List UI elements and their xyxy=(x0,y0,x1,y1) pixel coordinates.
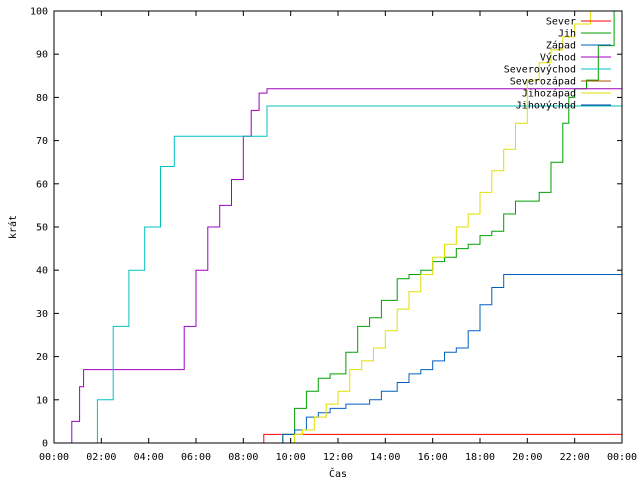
y-tick-label-10: 100 xyxy=(30,7,48,18)
y-tick-label-7: 70 xyxy=(36,136,48,147)
y-tick-label-6: 60 xyxy=(36,179,48,190)
x-tick-label-5: 10:00 xyxy=(276,452,306,463)
x-tick-label-12: 00:00 xyxy=(607,452,637,463)
legend-label-3: Východ xyxy=(540,52,576,64)
x-tick-label-9: 18:00 xyxy=(465,452,495,463)
x-tick-label-7: 14:00 xyxy=(370,452,400,463)
legend-label-0: Sever xyxy=(546,17,576,28)
x-tick-label-3: 06:00 xyxy=(181,452,211,463)
series-line-4 xyxy=(54,105,622,444)
legend-label-4: Severovýchod xyxy=(504,64,576,76)
y-tick-label-8: 80 xyxy=(36,93,48,104)
y-tick-label-9: 90 xyxy=(36,50,48,61)
x-tick-label-10: 20:00 xyxy=(512,452,542,463)
x-tick-label-4: 08:00 xyxy=(228,452,258,463)
x-tick-label-11: 22:00 xyxy=(560,452,590,463)
y-tick-label-1: 10 xyxy=(36,395,48,406)
legend: SeverJihZápadVýchodSeverovýchodSeverozáp… xyxy=(504,17,611,112)
y-tick-label-4: 40 xyxy=(36,266,48,277)
x-axis-label: Čas xyxy=(329,467,347,480)
series-line-3 xyxy=(54,88,622,444)
y-axis-label: krát xyxy=(7,215,19,239)
y-tick-label-3: 30 xyxy=(36,309,48,320)
legend-label-1: Jih xyxy=(558,29,576,40)
series-line-2 xyxy=(54,274,622,444)
legend-label-5: Severozápad xyxy=(510,76,576,88)
x-tick-label-2: 04:00 xyxy=(134,452,164,463)
y-tick-label-2: 20 xyxy=(36,352,48,363)
series-line-1 xyxy=(54,11,615,444)
x-tick-label-0: 00:00 xyxy=(39,452,69,463)
legend-label-6: Jihozápad xyxy=(522,88,576,100)
ticks-layer: 00:00 02:00 04:00 06:00 08:00 10:00 12:00 14:00… xyxy=(30,7,637,464)
x-tick-label-6: 12:00 xyxy=(323,452,353,463)
y-tick-label-5: 50 xyxy=(36,223,48,234)
y-tick-label-0: 0 xyxy=(42,439,48,450)
legend-label-7: Jihovýchod xyxy=(516,100,576,112)
series-line-6 xyxy=(54,11,591,444)
legend-label-2: Západ xyxy=(546,40,576,52)
x-tick-label-1: 02:00 xyxy=(86,452,116,463)
x-tick-label-8: 16:00 xyxy=(418,452,448,463)
